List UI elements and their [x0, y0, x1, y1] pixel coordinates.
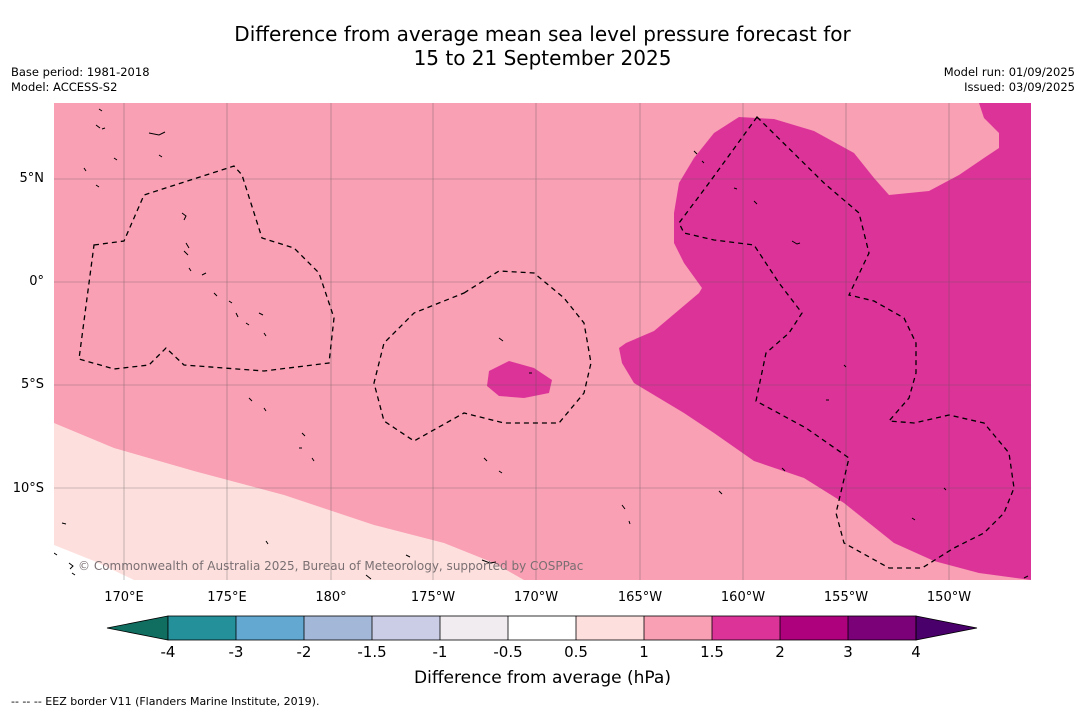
- eez-borders: [78, 116, 1015, 569]
- colorbar-swatch: [848, 616, 916, 640]
- colorbar-tick: 1: [639, 643, 649, 661]
- colorbar-svg: [106, 615, 978, 641]
- colorbar-swatch: [304, 616, 372, 640]
- colorbar-swatch: [440, 616, 508, 640]
- map-panel[interactable]: [54, 103, 1031, 580]
- colorbar-swatch: [168, 616, 236, 640]
- lat-label: 5°S: [20, 377, 44, 392]
- lon-label: 150°W: [926, 590, 972, 605]
- colorbar-tick: 2: [775, 643, 785, 661]
- colorbar-tick: -4: [160, 643, 176, 661]
- title-line-1: Difference from average mean sea level p…: [234, 22, 851, 46]
- colorbar-tick: -1.5: [357, 643, 387, 661]
- colorbar-tick: -1: [432, 643, 448, 661]
- model-name: Model: ACCESS-S2: [11, 80, 118, 94]
- colorbar-extend-low: [106, 615, 169, 641]
- lon-label: 175°E: [207, 590, 247, 605]
- colorbar-tick: 1.5: [700, 643, 724, 661]
- lon-label: 155°W: [823, 590, 869, 605]
- footnote: -- -- -- EEZ border V11 (Flanders Marine…: [11, 695, 320, 708]
- base-period: Base period: 1981-2018: [11, 65, 150, 79]
- lon-label: 170°W: [513, 590, 559, 605]
- colorbar-tick: -2: [296, 643, 312, 661]
- colorbar-swatch: [576, 616, 644, 640]
- colorbar-tick: 4: [911, 643, 921, 661]
- chart-title: Difference from average mean sea level p…: [0, 22, 1085, 70]
- colorbar-swatch: [712, 616, 780, 640]
- colorbar-swatch: [508, 616, 576, 640]
- colorbar-swatch: [236, 616, 304, 640]
- islands: [54, 108, 1029, 580]
- meta-left: Base period: 1981-2018 Model: ACCESS-S2: [11, 65, 150, 95]
- meta-right: Model run: 01/09/2025 Issued: 03/09/2025: [944, 65, 1075, 95]
- lat-label: 5°N: [19, 171, 45, 186]
- lon-label: 160°W: [720, 590, 766, 605]
- colorbar-tick: -0.5: [493, 643, 523, 661]
- issued-date: Issued: 03/09/2025: [964, 80, 1075, 94]
- field-0.5-to-1: [54, 423, 524, 580]
- lat-label: 10°S: [12, 481, 44, 496]
- model-run: Model run: 01/09/2025: [943, 65, 1075, 79]
- lat-label: 0°: [29, 274, 44, 289]
- title-line-2: 15 to 21 September 2025: [413, 46, 672, 70]
- colorbar-label: Difference from average (hPa): [414, 668, 671, 688]
- colorbar-tick: 3: [843, 643, 853, 661]
- lon-label: 165°W: [617, 590, 663, 605]
- colorbar-swatch: [372, 616, 440, 640]
- colorbar-swatch: [780, 616, 848, 640]
- map-svg: [54, 103, 1031, 580]
- lon-label: 180°: [315, 590, 347, 605]
- lon-label: 175°W: [410, 590, 456, 605]
- colorbar-extend-high: [915, 615, 978, 641]
- graticule: [54, 103, 1031, 580]
- field-1.5-to-2: [619, 103, 1031, 580]
- field-neutral: [54, 545, 134, 580]
- colorbar-tick: 0.5: [564, 643, 588, 661]
- colorbar-tick: -3: [228, 643, 244, 661]
- colorbar: [105, 612, 980, 648]
- colorbar-swatch: [644, 616, 712, 640]
- copyright-notice: © Commonwealth of Australia 2025, Bureau…: [78, 559, 584, 573]
- lon-label: 170°E: [104, 590, 144, 605]
